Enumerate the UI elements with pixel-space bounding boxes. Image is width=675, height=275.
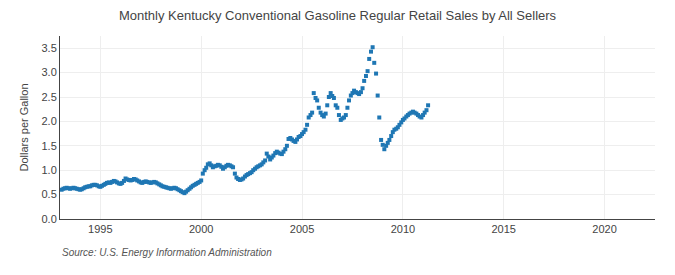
svg-text:0.5: 0.5	[42, 188, 57, 200]
svg-text:1995: 1995	[88, 223, 112, 235]
svg-text:1.5: 1.5	[42, 140, 57, 152]
svg-text:2020: 2020	[592, 223, 616, 235]
svg-text:2000: 2000	[189, 223, 213, 235]
svg-text:2015: 2015	[491, 223, 515, 235]
svg-text:2005: 2005	[290, 223, 314, 235]
svg-text:Source: U.S. Energy Informatio: Source: U.S. Energy Information Administ…	[62, 247, 272, 258]
svg-text:0.0: 0.0	[42, 213, 57, 225]
svg-text:3.0: 3.0	[42, 66, 57, 78]
svg-text:1.0: 1.0	[42, 164, 57, 176]
svg-text:2.5: 2.5	[42, 91, 57, 103]
svg-text:Dollars per Gallon: Dollars per Gallon	[18, 83, 30, 171]
svg-text:3.5: 3.5	[42, 42, 57, 54]
svg-text:Monthly Kentucky Conventional: Monthly Kentucky Conventional Gasoline R…	[119, 8, 557, 23]
svg-text:2.0: 2.0	[42, 115, 57, 127]
svg-text:2010: 2010	[391, 223, 415, 235]
